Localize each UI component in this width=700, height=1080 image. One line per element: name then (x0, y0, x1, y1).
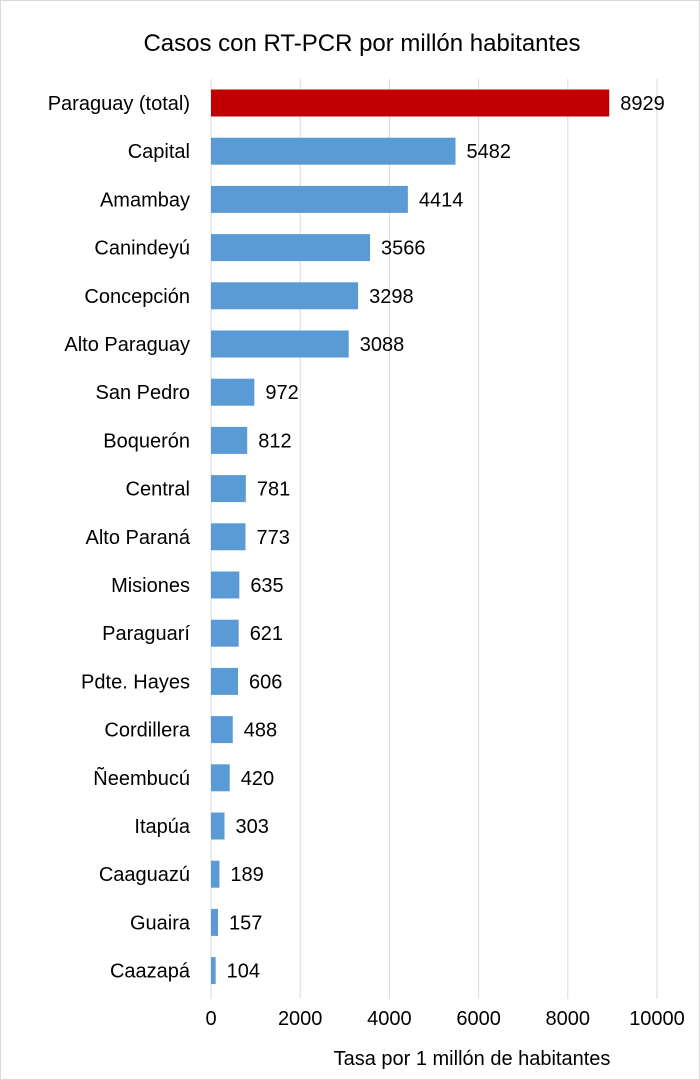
bar (211, 812, 225, 840)
category-label: Canindeyú (94, 238, 190, 260)
bar (211, 764, 230, 792)
category-label: Pdte. Hayes (81, 671, 190, 693)
data-label: 5482 (466, 141, 511, 163)
data-label: 812 (258, 430, 291, 452)
category-labels: Paraguay (total) Capital Amambay Canindeyú C… (48, 93, 191, 983)
category-label: Amambay (100, 189, 190, 211)
bars (211, 89, 610, 985)
data-label: 104 (227, 961, 260, 983)
x-tick-label: 8000 (546, 1008, 591, 1030)
data-label: 773 (256, 527, 289, 549)
data-label: 157 (229, 912, 262, 934)
data-label: 972 (265, 382, 298, 404)
data-label: 420 (241, 768, 274, 790)
chart-title: Casos con RT-PCR por millón habitantes (143, 30, 580, 57)
bar (211, 571, 240, 599)
data-label: 4414 (419, 189, 464, 211)
bar (211, 185, 408, 213)
x-tick-label: 2000 (278, 1008, 323, 1030)
data-label: 303 (236, 816, 269, 838)
category-label: Itapúa (134, 816, 190, 838)
category-label: Cordillera (104, 720, 190, 742)
bar (211, 137, 456, 165)
category-label: Central (126, 479, 190, 501)
data-label: 606 (249, 671, 282, 693)
bar (211, 475, 246, 503)
category-label: Paraguarí (102, 623, 190, 645)
data-label: 8929 (620, 93, 665, 115)
data-label: 3088 (360, 334, 405, 356)
x-tick-label: 6000 (456, 1008, 501, 1030)
data-label: 635 (250, 575, 283, 597)
bar (211, 716, 233, 744)
bar (211, 89, 610, 117)
bar (211, 330, 349, 358)
bar (211, 282, 359, 310)
bar (211, 378, 255, 406)
data-label: 781 (257, 479, 290, 501)
category-label: Misiones (111, 575, 190, 597)
data-labels: 8929 5482 4414 3566 3298 3088 972 812 781 773 635 6… (227, 93, 665, 983)
data-label: 621 (250, 623, 283, 645)
bar (211, 523, 246, 551)
x-tick-labels: 0 2000 4000 6000 8000 10000 (205, 1008, 684, 1030)
data-label: 488 (244, 720, 277, 742)
category-label: Guaira (130, 912, 191, 934)
category-label: Caazapá (110, 961, 191, 983)
category-label: Capital (128, 141, 190, 163)
bar (211, 860, 220, 888)
category-label: Boquerón (103, 430, 190, 452)
category-label: Concepción (84, 286, 190, 308)
data-label: 3566 (381, 238, 426, 260)
category-label: Alto Paraguay (64, 334, 190, 356)
category-label: Alto Paraná (85, 527, 190, 549)
bar (211, 426, 248, 454)
bar (211, 619, 239, 647)
bar (211, 234, 371, 262)
category-label: Caaguazú (99, 864, 190, 886)
x-tick-label: 10000 (629, 1008, 685, 1030)
x-tick-label: 0 (205, 1008, 216, 1030)
bar (211, 908, 219, 936)
category-label: Paraguay (total) (48, 93, 190, 115)
x-axis-label: Tasa por 1 millón de habitantes (334, 1048, 611, 1070)
category-label: San Pedro (95, 382, 190, 404)
data-label: 3298 (369, 286, 414, 308)
data-label: 189 (230, 864, 263, 886)
bar (211, 667, 239, 695)
x-tick-label: 4000 (367, 1008, 412, 1030)
bar (211, 957, 216, 985)
category-label: Ñeembucú (93, 766, 190, 790)
